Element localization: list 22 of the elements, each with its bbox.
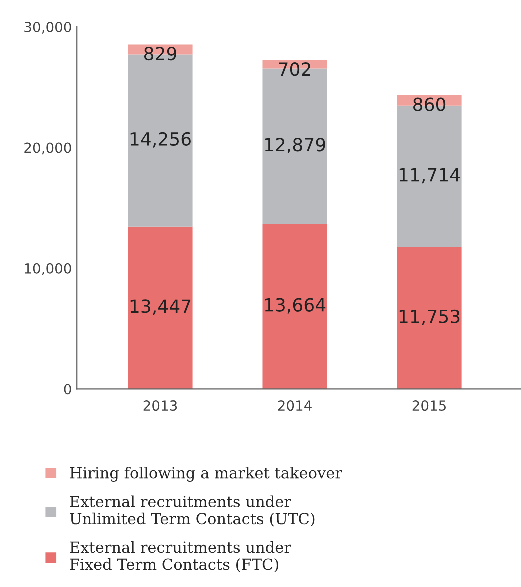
x-tick-label: 2014	[278, 400, 312, 412]
y-tick-label: 0	[64, 384, 72, 395]
data-label: 14,256	[130, 132, 191, 148]
data-label: 12,879	[265, 138, 326, 154]
y-tick-label: 10,000	[25, 263, 72, 276]
x-tick-label: 2015	[412, 400, 446, 412]
data-label: 829	[144, 47, 176, 61]
data-label: 860	[414, 98, 446, 112]
y-tick-label: 30,000	[24, 22, 72, 34]
data-label: 11,714	[400, 168, 460, 184]
data-label: 702	[279, 62, 310, 76]
legend-label: External recruitments under Fixed Term Contacts (FTC)	[70, 541, 292, 572]
bar	[262, 224, 328, 390]
x-tick-label: 2013	[144, 400, 178, 412]
bar	[128, 226, 193, 390]
data-label: 13,447	[130, 300, 191, 316]
y-tick-label: 20,000	[24, 142, 72, 155]
legend-label: External recruitments under Unlimited Term Contacts (UTC)	[70, 496, 315, 527]
data-label: 11,753	[400, 310, 460, 326]
legend-label: Hiring following a market takeover	[70, 466, 342, 482]
bar	[397, 247, 462, 390]
data-label: 13,664	[265, 298, 326, 314]
